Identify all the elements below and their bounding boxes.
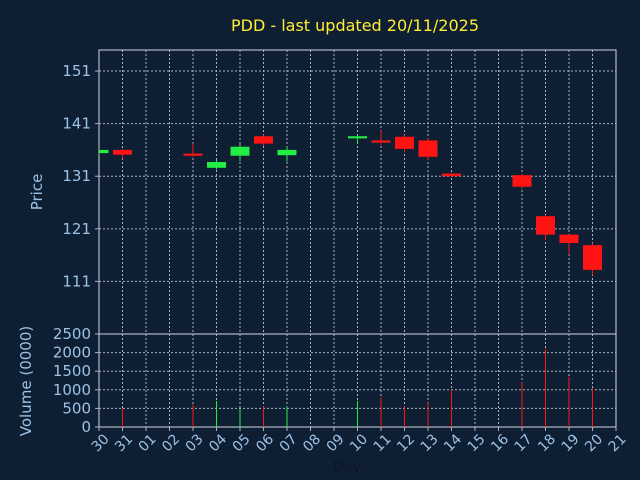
candle-body [583, 245, 602, 270]
candle-body [536, 216, 555, 235]
x-axis-label: Day [333, 459, 361, 475]
candle-body [395, 136, 414, 149]
candle-body [512, 175, 532, 187]
price-y-ticks: 111 121 131 141 151 [62, 62, 99, 290]
price-tick-label: 141 [62, 115, 91, 133]
volume-tick-label: 1000 [53, 381, 91, 399]
price-tick-label: 151 [62, 62, 91, 80]
price-tick-label: 111 [62, 272, 91, 290]
candle-body [113, 149, 132, 155]
volume-tick-label: 500 [62, 399, 91, 417]
candle-body [559, 234, 579, 244]
candle-body [230, 146, 250, 156]
price-tick-label: 131 [62, 167, 91, 185]
chart-title: PDD - last updated 20/11/2025 [231, 16, 479, 35]
candle-body [183, 153, 203, 156]
candle-body [418, 140, 438, 157]
volume-tick-label: 1500 [53, 362, 91, 380]
candle-body [442, 173, 461, 177]
candle-body [371, 140, 391, 143]
price-panel: 111 121 131 141 151 Price [28, 49, 617, 335]
price-tick-label: 121 [62, 220, 91, 238]
volume-axis-label: Volume (0000) [17, 326, 35, 436]
volume-bars [122, 348, 593, 427]
price-axis-label: Price [28, 174, 46, 211]
candle-body [207, 162, 226, 168]
volume-tick-label: 2000 [53, 344, 91, 362]
volume-tick-label: 0 [81, 418, 91, 436]
candle-body [254, 136, 273, 144]
price-grid [99, 50, 616, 334]
candle-body [277, 149, 297, 156]
volume-tick-label: 2500 [53, 325, 91, 343]
candles [99, 130, 602, 276]
candle-body [99, 149, 109, 154]
candle-body [348, 136, 367, 139]
